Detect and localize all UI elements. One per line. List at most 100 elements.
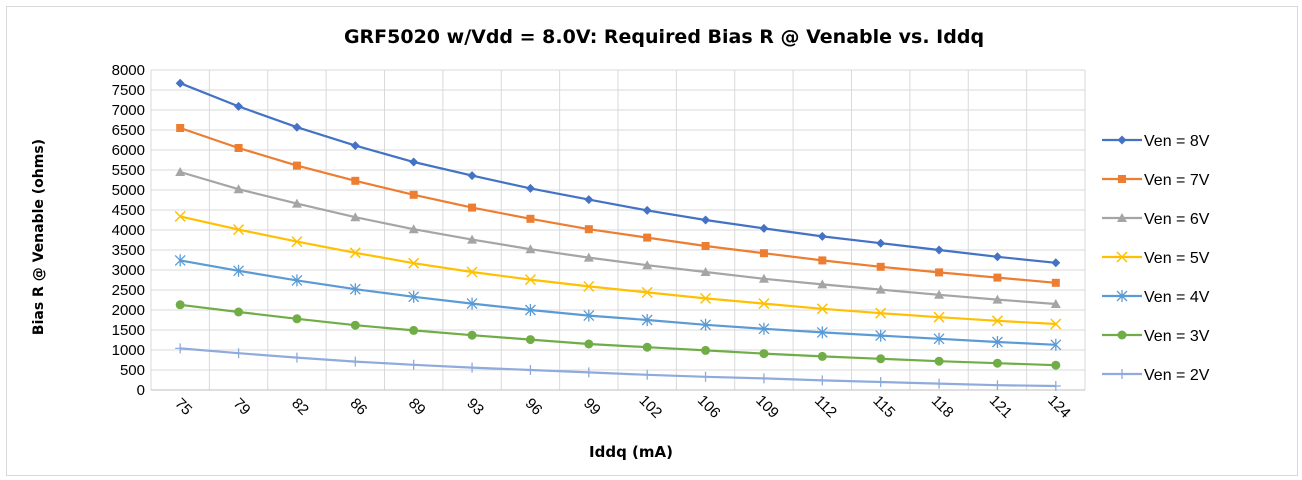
data-point: [700, 267, 711, 276]
data-point: [233, 184, 244, 194]
data-point: [291, 198, 302, 208]
x-tick-label: 96: [522, 395, 546, 419]
data-point: [1117, 369, 1127, 379]
data-point: [992, 358, 1002, 368]
data-point: [292, 122, 302, 132]
series-line: [179, 126, 1056, 284]
x-tick-label: 86: [347, 395, 371, 419]
y-tick-label: 500: [120, 362, 145, 379]
data-point: [292, 314, 302, 324]
data-point: [175, 78, 185, 88]
data-point: [350, 320, 360, 330]
x-tick-label: 75: [171, 395, 195, 419]
data-point: [933, 332, 945, 345]
data-point: [526, 214, 535, 223]
data-point: [876, 354, 886, 364]
x-tick-label: 93: [463, 395, 487, 419]
data-point: [992, 252, 1002, 262]
data-point: [935, 268, 944, 277]
data-point: [700, 292, 712, 304]
x-tick-label: 106: [694, 392, 724, 422]
grid: [150, 69, 1086, 391]
data-point: [875, 307, 887, 319]
data-point: [817, 351, 827, 361]
data-point: [176, 124, 185, 132]
data-point: [408, 290, 420, 303]
data-point: [233, 224, 245, 236]
data-point: [875, 377, 886, 387]
y-tick-label: 6500: [112, 122, 145, 139]
data-point: [934, 245, 944, 255]
y-tick-label: 7500: [112, 82, 145, 99]
data-point: [991, 315, 1003, 327]
x-tick-label: 79: [230, 395, 254, 419]
data-point: [350, 212, 361, 222]
x-tick-label: 112: [811, 392, 840, 421]
series-layer: [174, 78, 1062, 391]
y-tick-label: 7000: [112, 102, 145, 119]
legend-label: Ven = 5V: [1144, 250, 1210, 267]
y-tick-label: 4000: [112, 222, 145, 239]
legend-label: Ven = 6V: [1144, 211, 1210, 228]
data-point: [583, 252, 594, 262]
series-ven-2v: [175, 343, 1061, 391]
data-point: [1117, 135, 1127, 145]
data-point: [993, 273, 1002, 282]
series-line: [179, 215, 1056, 326]
data-point: [525, 183, 535, 193]
data-point: [467, 330, 477, 340]
data-point: [292, 161, 301, 170]
legend-label: Ven = 8V: [1144, 133, 1210, 150]
data-point: [759, 249, 768, 258]
data-point: [468, 203, 477, 212]
data-point: [584, 225, 593, 234]
data-point: [524, 274, 536, 286]
data-point: [349, 247, 361, 259]
y-tick-label: 4500: [112, 202, 145, 219]
data-point: [1051, 278, 1060, 287]
data-point: [1051, 360, 1061, 370]
y-tick-label: 2500: [112, 282, 145, 299]
data-point: [701, 345, 711, 355]
data-point: [234, 307, 244, 317]
data-point: [583, 280, 595, 292]
data-point: [758, 273, 769, 283]
data-point: [467, 234, 478, 244]
series-ven-3v: [175, 300, 1061, 370]
data-point: [875, 284, 886, 294]
data-point: [1117, 330, 1127, 340]
legend-item: Ven = 4V: [1102, 289, 1210, 306]
chart-frame: GRF5020 w/Vdd = 8.0V: Required Bias R @ …: [6, 6, 1298, 476]
data-point: [1050, 381, 1061, 391]
data-point: [174, 254, 186, 267]
y-tick-label: 5000: [112, 182, 145, 199]
data-point: [1116, 251, 1128, 263]
data-point: [467, 362, 478, 373]
data-point: [1050, 338, 1062, 351]
x-tick-label: 115: [869, 392, 898, 421]
data-point: [584, 195, 594, 205]
data-point: [291, 352, 302, 363]
data-point: [642, 205, 652, 215]
data-point: [934, 356, 944, 366]
data-point: [643, 233, 652, 242]
data-point: [934, 289, 945, 299]
data-point: [642, 260, 653, 270]
series-line: [180, 303, 1056, 367]
data-point: [758, 298, 770, 310]
x-tick-label: 82: [288, 395, 312, 419]
data-point: [233, 348, 244, 359]
x-tick-label: 109: [752, 392, 782, 422]
data-point: [758, 373, 769, 384]
y-tick-label: 5500: [112, 162, 145, 179]
data-point: [525, 365, 536, 375]
data-point: [700, 371, 711, 382]
y-tick-label: 3000: [112, 262, 145, 279]
data-point: [1051, 258, 1061, 268]
legend-item: Ven = 6V: [1102, 211, 1210, 228]
data-point: [408, 359, 419, 370]
series-ven-5v: [174, 210, 1062, 330]
data-point: [349, 283, 361, 296]
x-tick-label: 102: [636, 392, 666, 422]
data-point: [818, 256, 827, 265]
